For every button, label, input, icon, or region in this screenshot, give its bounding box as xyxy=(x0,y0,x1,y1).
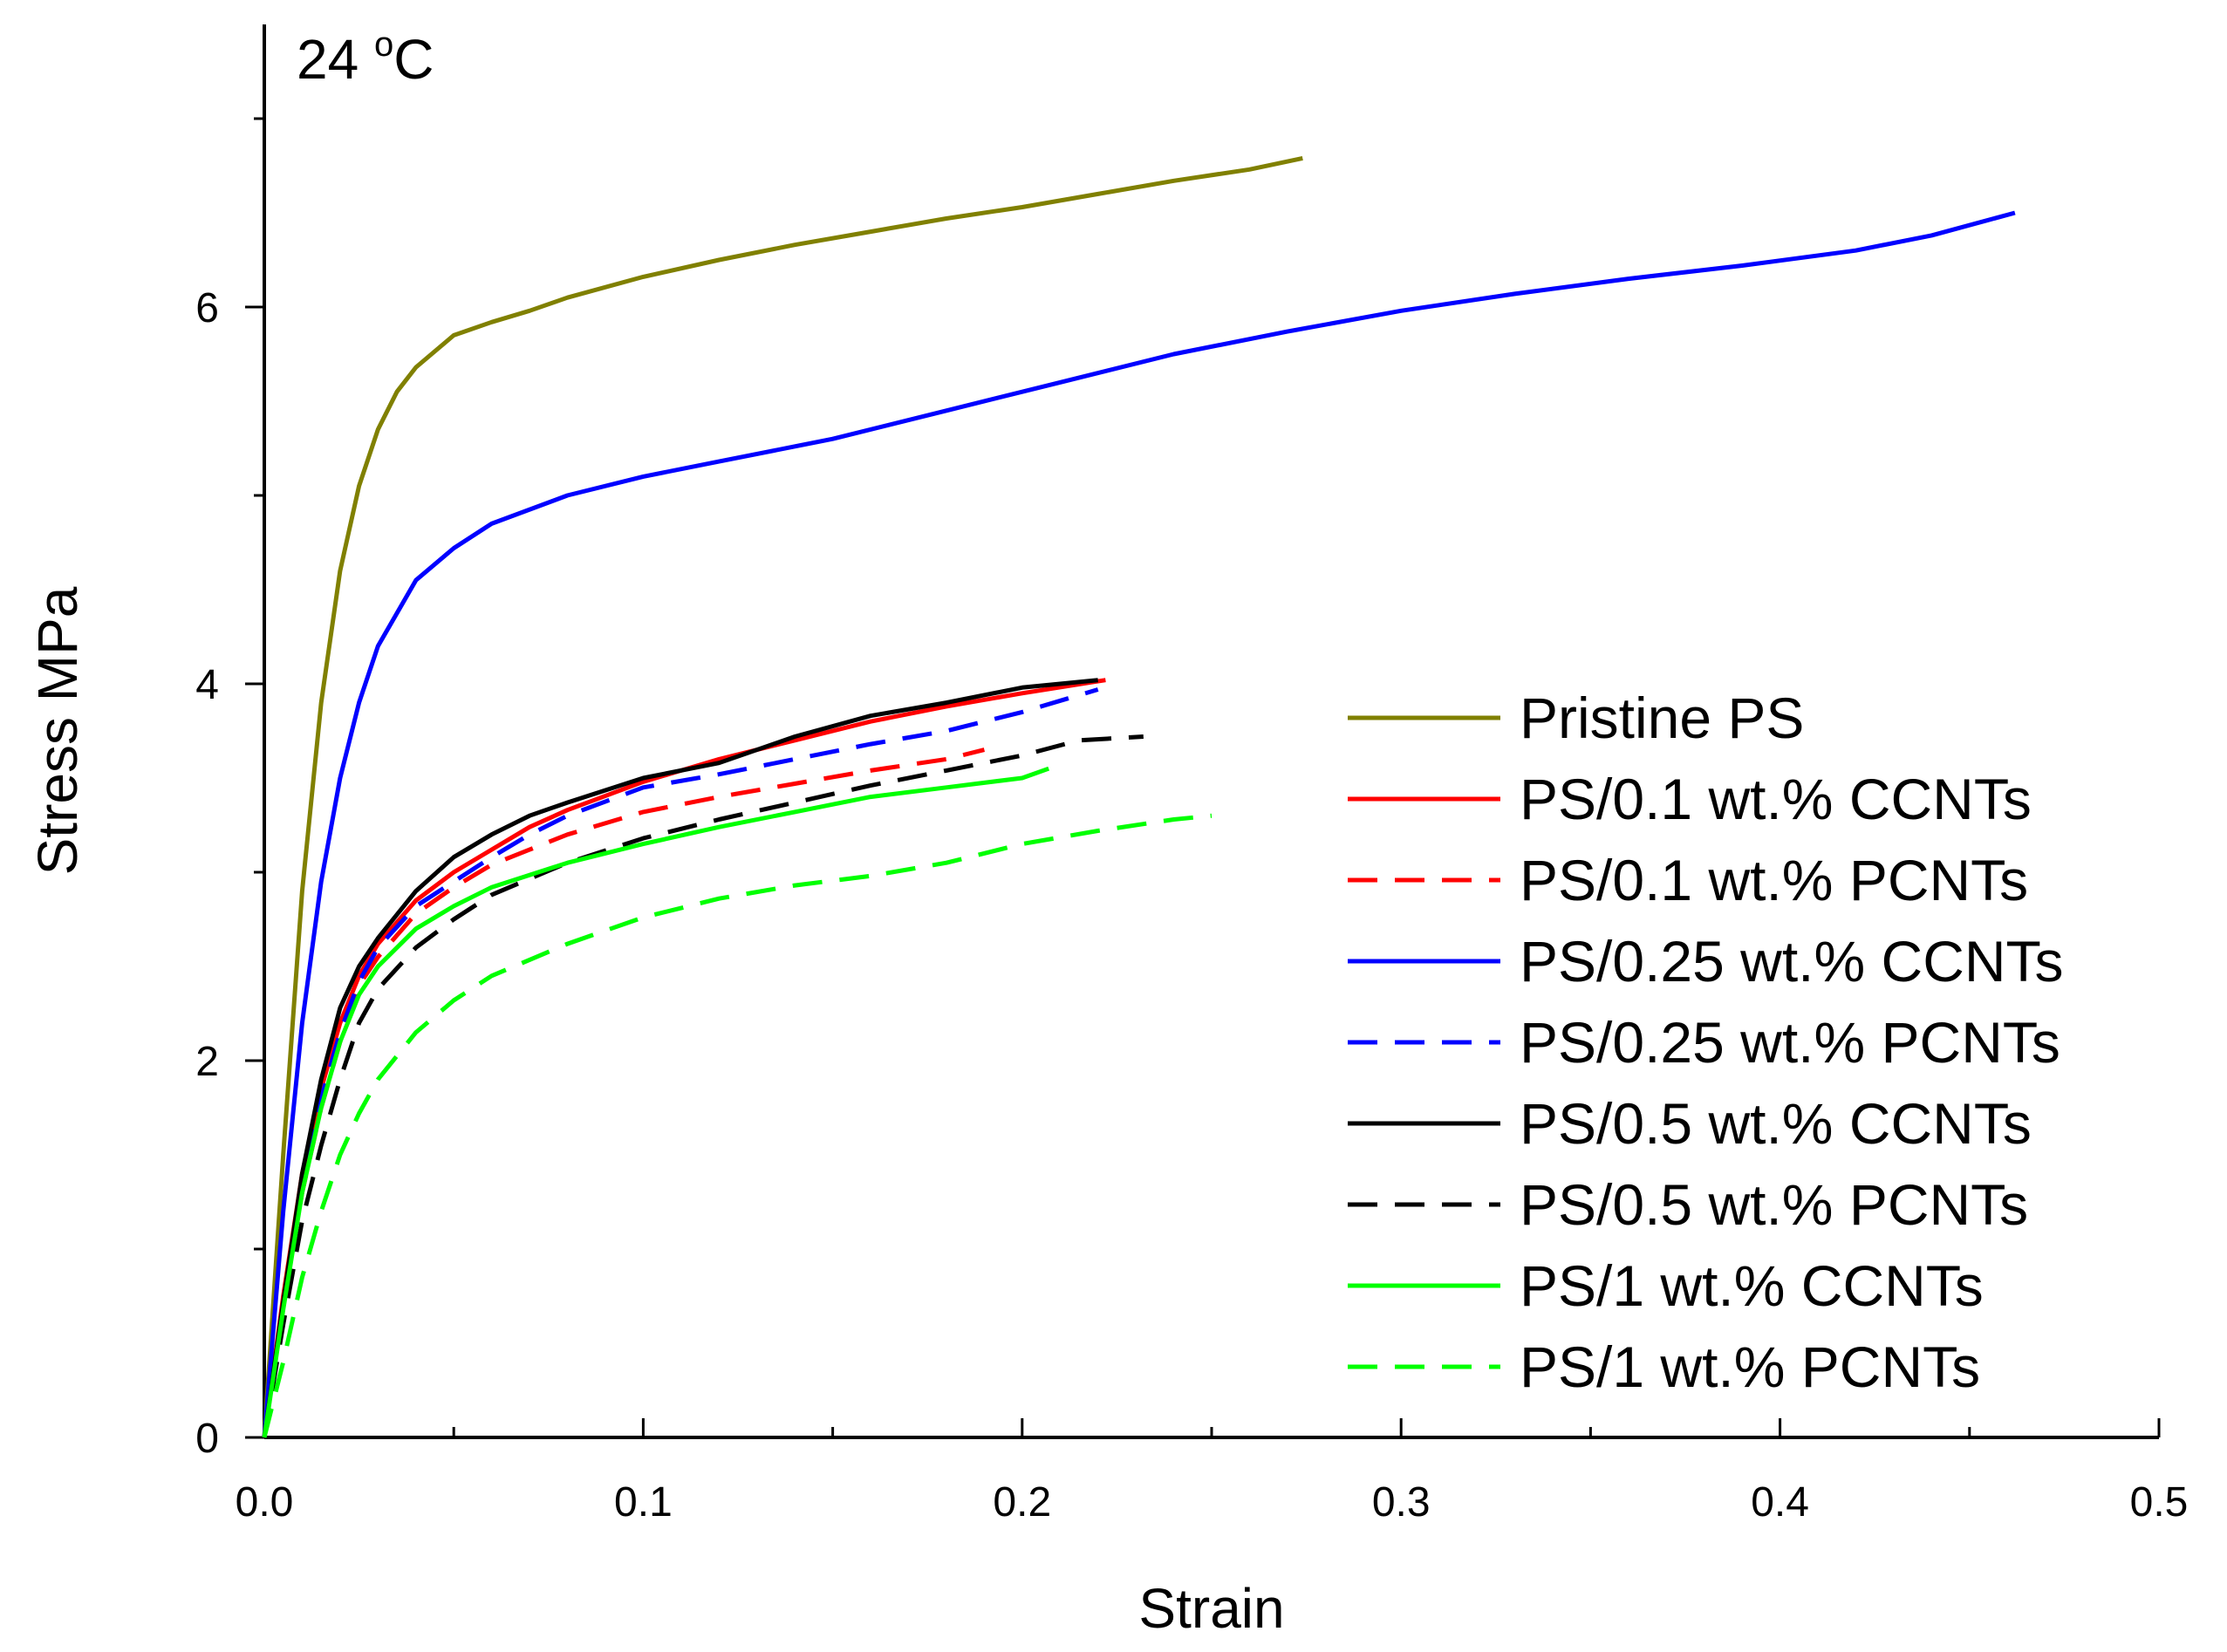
x-tick-label: 0.5 xyxy=(2130,1479,2189,1526)
series-line-7 xyxy=(262,734,1144,1438)
x-tick-label: 0.2 xyxy=(993,1479,1051,1526)
x-tick-label: 0.3 xyxy=(1372,1479,1431,1526)
temperature-annotation: 24 oC xyxy=(297,25,434,91)
legend: Pristine PS PS/0.1 wt.% CCNTs PS/0.1 wt.% … xyxy=(1348,686,2064,1399)
legend-label-2: PS/0.1 wt.% CCNTs xyxy=(1520,767,2032,831)
legend-label-8: PS/1 wt.% CCNTs xyxy=(1520,1253,1984,1318)
series-line-3 xyxy=(262,747,986,1438)
legend-label-3: PS/0.1 wt.% PCNTs xyxy=(1520,848,2028,912)
x-tick-label: 0.4 xyxy=(1751,1479,1809,1526)
series-line-6 xyxy=(262,678,1098,1438)
series-line-9 xyxy=(262,813,1213,1438)
y-tick-label: 2 xyxy=(195,1039,219,1085)
y-tick-label: 6 xyxy=(195,285,219,331)
series-line-5 xyxy=(262,687,1099,1438)
temperature-unit: C xyxy=(393,28,434,91)
x-tick-label: 0.1 xyxy=(614,1479,673,1526)
legend-label-5: PS/0.25 wt.% PCNTs xyxy=(1520,1010,2060,1075)
legend-label-7: PS/0.5 wt.% PCNTs xyxy=(1520,1172,2028,1237)
y-tick-label: 0 xyxy=(195,1416,219,1462)
y-ticks: 0 2 4 6 xyxy=(195,117,264,1462)
series-line-8 xyxy=(262,766,1050,1438)
y-axis-title: Stress MPa xyxy=(26,586,89,875)
temperature-value: 24 xyxy=(297,28,374,91)
x-axis-title: Strain xyxy=(1138,1577,1284,1640)
legend-label-1: Pristine PS xyxy=(1520,686,1804,750)
legend-label-6: PS/0.5 wt.% CCNTs xyxy=(1520,1091,2032,1156)
x-tick-label: 0.0 xyxy=(236,1479,294,1526)
x-ticks: 0.0 0.1 0.2 0.3 0.4 0.5 xyxy=(236,1418,2189,1526)
legend-label-9: PS/1 wt.% PCNTs xyxy=(1520,1335,1980,1399)
legend-label-4: PS/0.25 wt.% CCNTs xyxy=(1520,929,2064,993)
series-line-2 xyxy=(262,678,1106,1438)
y-tick-label: 4 xyxy=(195,662,219,708)
series-line-4 xyxy=(262,210,2016,1438)
series-lines xyxy=(262,155,2016,1438)
degree-sign: o xyxy=(374,25,393,64)
series-line-1 xyxy=(262,155,1303,1438)
